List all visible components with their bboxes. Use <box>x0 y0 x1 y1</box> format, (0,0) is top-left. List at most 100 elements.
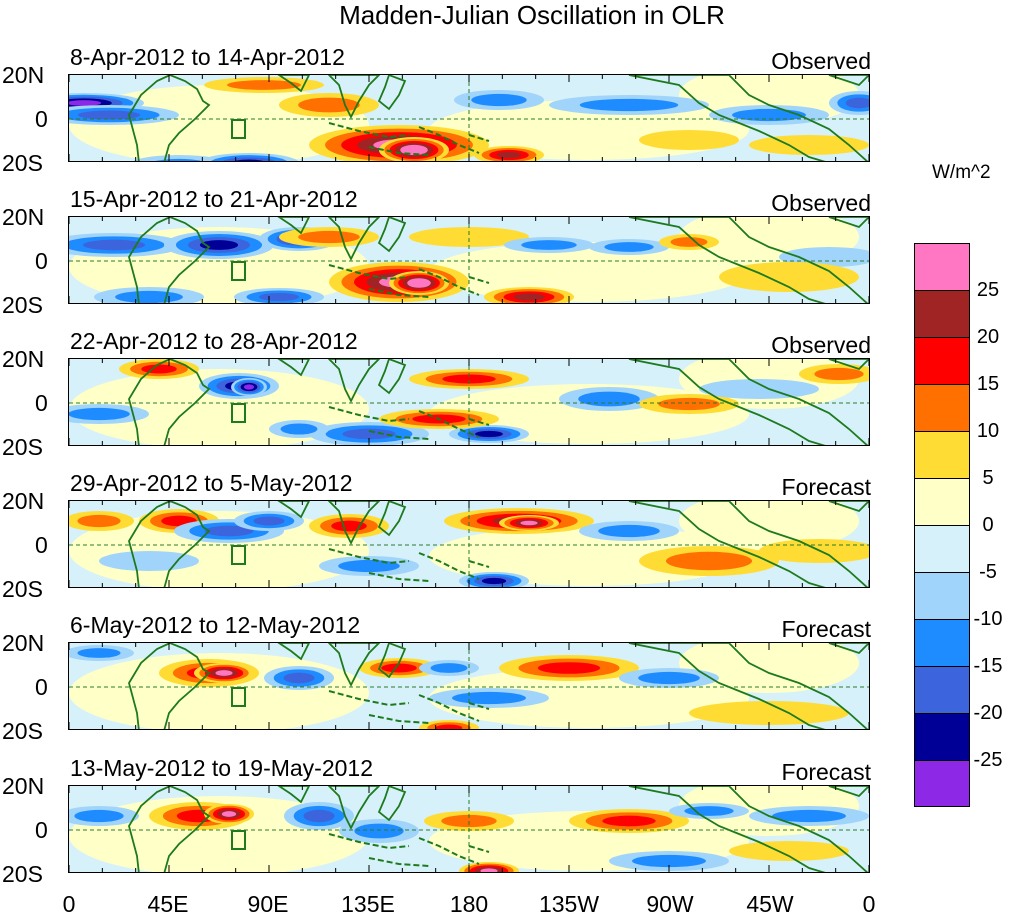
negative-anomaly-contour <box>280 423 318 435</box>
colorbar-label: -5 <box>979 561 997 583</box>
region-box <box>231 687 246 707</box>
negative-anomaly-contour <box>684 806 734 816</box>
positive-anomaly-contour <box>435 724 463 729</box>
positive-anomaly-contour <box>298 97 360 113</box>
colorbar-swatch <box>914 666 970 713</box>
positive-anomaly-contour <box>749 135 869 155</box>
region-box <box>231 545 246 565</box>
positive-anomaly-contour <box>689 701 849 725</box>
colorbar-label: -25 <box>973 749 1003 771</box>
negative-anomaly-contour <box>845 97 869 109</box>
colorbar <box>914 243 970 807</box>
colorbar-label: 15 <box>976 373 1000 395</box>
negative-anomaly-contour <box>471 93 527 107</box>
negative-anomaly-contour <box>155 158 203 161</box>
coastline <box>277 75 407 120</box>
panel-3-lat-20n: 20N <box>2 346 45 372</box>
region-box <box>231 403 246 423</box>
coastline <box>628 359 869 445</box>
colorbar-label: 25 <box>976 279 1000 301</box>
coastline <box>128 501 211 587</box>
negative-anomaly-contour <box>115 290 183 303</box>
olr-anomaly-map <box>69 786 869 872</box>
panel-1-date-range: 8-Apr-2012 to 14-Apr-2012 <box>70 44 345 70</box>
negative-anomaly-contour <box>699 379 819 399</box>
island-coastlines <box>328 122 490 156</box>
negative-anomaly-contour <box>452 691 526 705</box>
negative-anomaly-contour <box>579 98 679 112</box>
negative-anomaly-contour <box>342 428 396 440</box>
panel-6-lat-20n: 20N <box>2 773 45 799</box>
panel-6-type: Forecast <box>781 759 871 785</box>
colorbar-swatch <box>914 337 970 384</box>
colorbar-swatch <box>914 478 970 525</box>
olr-anomaly-map <box>69 643 869 729</box>
colorbar-swatch <box>914 384 970 431</box>
panel-5-lat-20s: 20S <box>2 718 43 744</box>
colorbar-label: -15 <box>973 655 1003 677</box>
negative-anomaly-contour <box>82 239 146 251</box>
negative-anomaly-contour <box>234 159 264 161</box>
panel-2-type: Observed <box>771 190 871 216</box>
olr-anomaly-map <box>69 75 869 161</box>
negative-anomaly-contour <box>632 854 706 868</box>
anomaly-patch <box>679 643 859 693</box>
olr-anomaly-map <box>69 359 869 445</box>
lon-tick-180: 180 <box>449 891 489 917</box>
coastline <box>277 643 407 688</box>
negative-anomaly-contour <box>69 407 130 421</box>
panel-1-lat-20n: 20N <box>2 62 45 88</box>
positive-anomaly-contour <box>227 80 301 90</box>
negative-anomaly-contour <box>74 809 124 823</box>
panel-2-map <box>68 216 870 304</box>
panel-1-lat-0: 0 <box>35 106 48 132</box>
colorbar-swatch <box>914 525 970 572</box>
panel-2-date-range: 15-Apr-2012 to 21-Apr-2012 <box>70 186 358 212</box>
island-coastlines <box>328 264 490 298</box>
positive-anomaly-contour <box>670 237 708 247</box>
island-coastlines <box>328 548 490 582</box>
positive-anomaly-contour <box>513 293 545 301</box>
coastline <box>628 786 869 872</box>
negative-anomaly-contour <box>77 110 141 120</box>
panel-1-type: Observed <box>771 48 871 74</box>
region-box <box>231 830 246 850</box>
positive-anomaly-contour <box>602 815 656 827</box>
negative-anomaly-contour <box>204 525 254 537</box>
panel-3-date-range: 22-Apr-2012 to 28-Apr-2012 <box>70 328 358 354</box>
coastline <box>128 786 211 872</box>
panel-3-lat-0: 0 <box>35 390 48 416</box>
panel-3-lat-20s: 20S <box>2 434 43 460</box>
colorbar-swatch <box>914 713 970 760</box>
island-coastlines <box>328 406 490 440</box>
panel-6-lat-0: 0 <box>35 817 48 843</box>
lon-tick-45e: 45E <box>147 891 189 917</box>
negative-anomaly-contour <box>481 577 507 585</box>
panel-2-lat-20n: 20N <box>2 204 45 230</box>
panel-1-map <box>68 74 870 162</box>
coastline <box>128 643 211 729</box>
negative-anomaly-contour <box>598 524 660 538</box>
colorbar-label: 0 <box>982 514 994 536</box>
panel-1-lat-20s: 20S <box>2 150 43 176</box>
colorbar-label: 20 <box>976 326 1000 348</box>
positive-anomaly-contour <box>496 151 522 159</box>
negative-anomaly-contour <box>77 648 121 658</box>
lon-tick-0: 0 <box>62 891 76 917</box>
coastline <box>277 359 407 404</box>
colorbar-units: W/m^2 <box>932 162 991 183</box>
olr-anomaly-map <box>69 501 869 587</box>
panel-4-lat-0: 0 <box>35 532 48 558</box>
coastline <box>128 75 211 161</box>
coastline <box>628 501 869 587</box>
panel-5-type: Forecast <box>781 616 871 642</box>
positive-anomaly-contour <box>409 227 529 247</box>
panel-3-type: Observed <box>771 332 871 358</box>
negative-anomaly-contour <box>259 293 299 301</box>
colorbar-swatch <box>914 431 970 478</box>
panel-4-date-range: 29-Apr-2012 to 5-May-2012 <box>70 470 353 496</box>
negative-anomaly-contour <box>475 430 503 438</box>
negative-anomaly-contour <box>338 559 400 573</box>
negative-anomaly-contour <box>578 391 640 407</box>
panel-3-map <box>68 358 870 446</box>
